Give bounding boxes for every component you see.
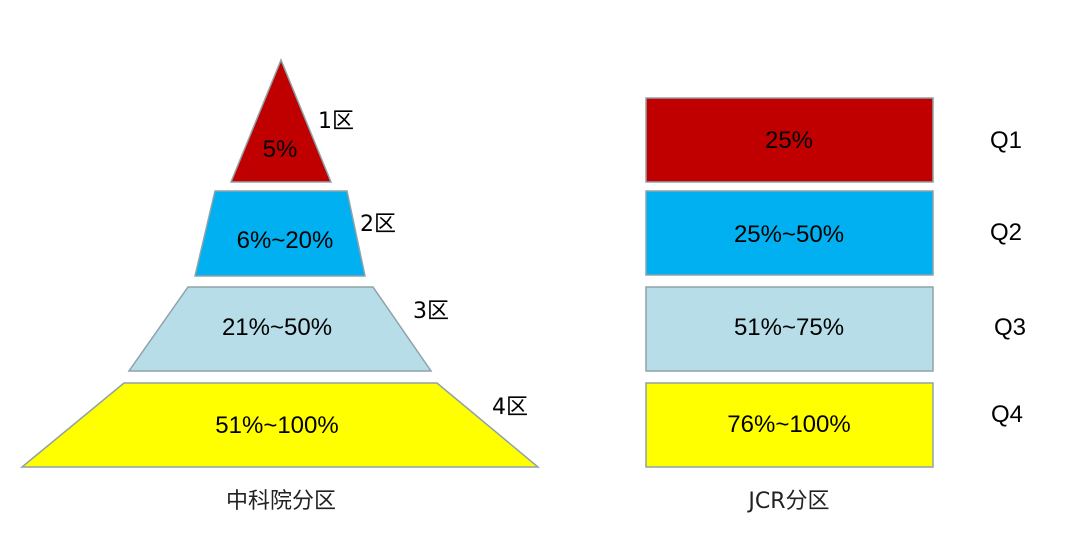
jcr-quartiles: 25% 25%~50% 51%~75% 76%~100% Q1 Q2 Q3 Q4… xyxy=(645,97,1026,514)
jcr-q2-range: 25%~50% xyxy=(734,221,844,248)
jcr-q2-label: Q2 xyxy=(990,219,1022,246)
pyramid-tier-3 xyxy=(127,286,433,372)
jcr-q1-label: Q1 xyxy=(990,127,1022,154)
pyramid-tier-2-range: 6%~20% xyxy=(237,227,334,254)
pyramid-tier-3-range: 21%~50% xyxy=(222,314,332,341)
pyramid-tier-2-label: 2区 xyxy=(360,212,396,237)
pyramid-tier-2 xyxy=(194,190,366,277)
jcr-box-q1 xyxy=(645,97,934,183)
jcr-q3-range: 51%~75% xyxy=(734,314,844,341)
jcr-q1-range: 25% xyxy=(765,127,813,154)
pyramid-tier-1 xyxy=(229,58,333,183)
pyramid-tier-4-range: 51%~100% xyxy=(215,412,338,439)
pyramid-tier-1-range: 5% xyxy=(263,136,298,163)
jcr-box-q3 xyxy=(645,286,934,372)
pyramid-caption: 中科院分区 xyxy=(226,489,336,514)
pyramid-tier-3-label: 3区 xyxy=(413,299,449,324)
jcr-box-q4 xyxy=(645,382,934,468)
pyramid-tier-1-label: 1区 xyxy=(318,109,354,134)
jcr-caption: JCR分区 xyxy=(746,489,829,514)
jcr-box-q2 xyxy=(645,190,934,276)
cas-pyramid: 5% 6%~20% 21%~50% 51%~100% 1区 2区 3区 4区 中… xyxy=(19,58,541,514)
pyramid-tier-4-label: 4区 xyxy=(492,395,528,420)
jcr-q4-label: Q4 xyxy=(991,401,1023,428)
jcr-q3-label: Q3 xyxy=(994,314,1026,341)
pyramid-tier-4 xyxy=(19,382,541,468)
jcr-q4-range: 76%~100% xyxy=(727,411,850,438)
